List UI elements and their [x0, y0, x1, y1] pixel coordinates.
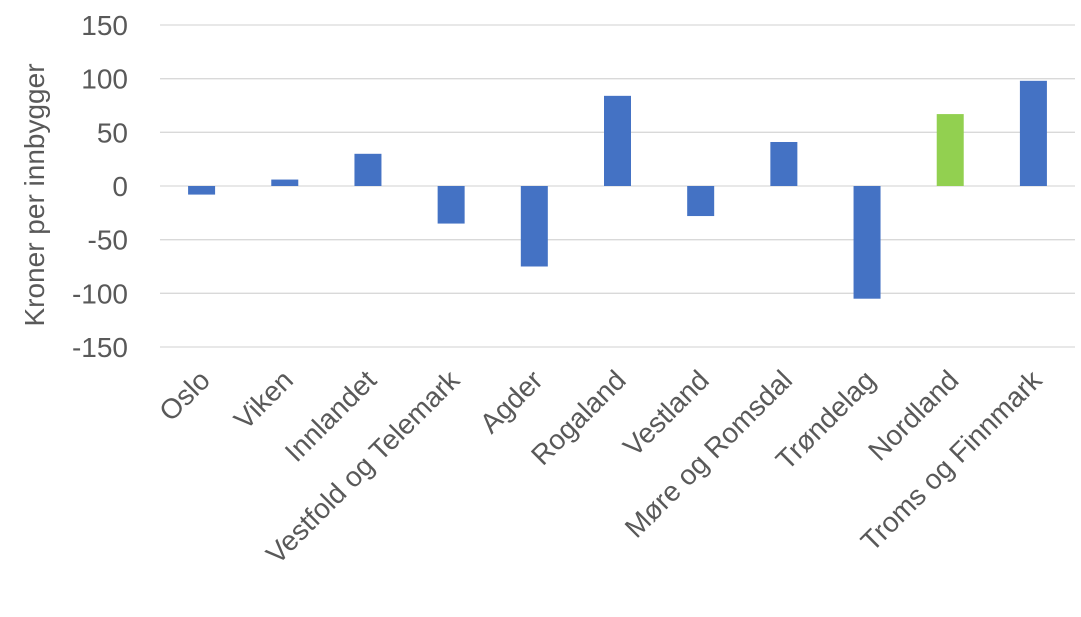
bar-viken [271, 179, 299, 186]
bar-more-og-romsdal [770, 141, 798, 186]
bar-vestfold-og-telemark [437, 186, 465, 224]
y-tick-label: -50 [88, 225, 128, 256]
bar-rogaland [604, 95, 631, 186]
y-axis-title: Kroner per innbygger [19, 63, 50, 326]
y-tick-label: 50 [97, 117, 128, 148]
x-tick-label-oslo: Oslo [153, 364, 216, 427]
y-tick-label: 150 [81, 10, 128, 41]
y-tick-labels: 150 100 50 0 -50 -100 -150 [72, 10, 128, 363]
bar-trondelag [853, 186, 881, 299]
bar-agder [520, 186, 548, 267]
x-tick-label-agder: Agder [474, 364, 549, 439]
y-tick-label: -150 [72, 332, 128, 363]
bars [188, 80, 1047, 299]
y-tick-label: -100 [72, 278, 128, 309]
bar-nordland [936, 114, 964, 186]
y-tick-label: 100 [81, 64, 128, 95]
bar-vestland [687, 186, 715, 217]
x-tick-label-viken: Viken [228, 364, 299, 435]
y-tick-label: 0 [112, 171, 128, 202]
bar-oslo [188, 186, 216, 195]
bar-troms-og-finnmark [1019, 80, 1047, 186]
bar-innlandet [354, 153, 382, 186]
